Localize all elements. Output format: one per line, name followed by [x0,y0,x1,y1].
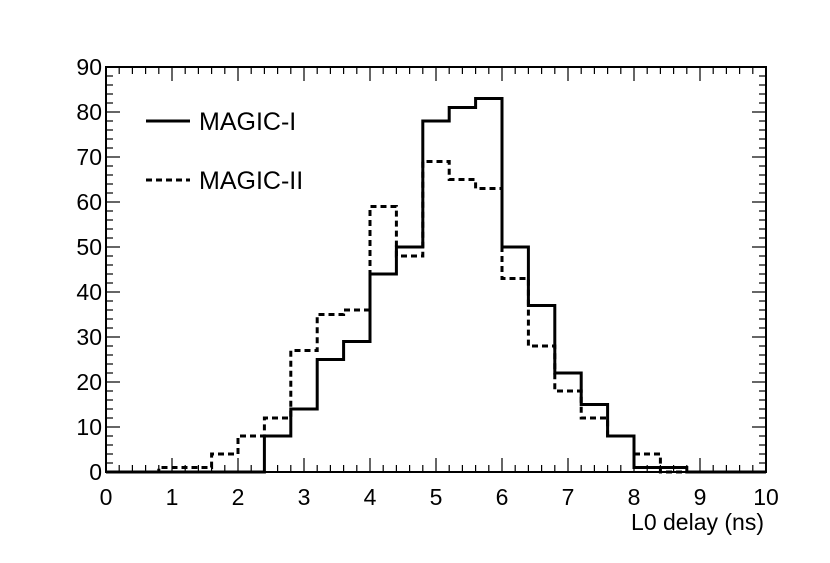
legend: MAGIC-I MAGIC-II [146,108,303,195]
y-tick-label: 30 [76,324,102,350]
series-layer [106,97,766,474]
series-magic-i-line [106,97,766,474]
x-tick-label: 9 [694,484,707,510]
y-tick-label: 70 [76,144,102,170]
x-tick-label: 6 [496,484,509,510]
x-axis-ticks [105,67,767,472]
x-tick-label: 0 [100,484,113,510]
y-tick-label: 0 [89,459,102,485]
x-tick-label: 2 [232,484,245,510]
y-axis-tick-labels: 0 10 20 30 40 50 60 70 80 90 [76,54,102,485]
y-tick-label: 40 [76,279,102,305]
x-tick-label: 5 [430,484,443,510]
y-tick-label: 80 [76,99,102,125]
x-tick-label: 3 [298,484,311,510]
x-axis-tick-labels: 0 1 2 3 4 5 6 7 8 9 10 [100,484,779,510]
x-tick-label: 4 [364,484,377,510]
legend-label-magic-i: MAGIC-I [199,108,296,136]
y-axis-ticks [106,66,766,473]
y-tick-label: 20 [76,369,102,395]
x-tick-label: 7 [562,484,575,510]
legend-label-magic-ii: MAGIC-II [199,167,303,195]
y-tick-label: 60 [76,189,102,215]
y-tick-label: 90 [76,54,102,80]
x-tick-label: 1 [166,484,179,510]
y-tick-label: 10 [76,414,102,440]
series-magic-ii-line [106,160,766,474]
x-axis-title: L0 delay (ns) [631,509,764,535]
y-tick-label: 50 [76,234,102,260]
x-tick-label: 8 [628,484,641,510]
x-tick-label: 10 [753,484,779,510]
